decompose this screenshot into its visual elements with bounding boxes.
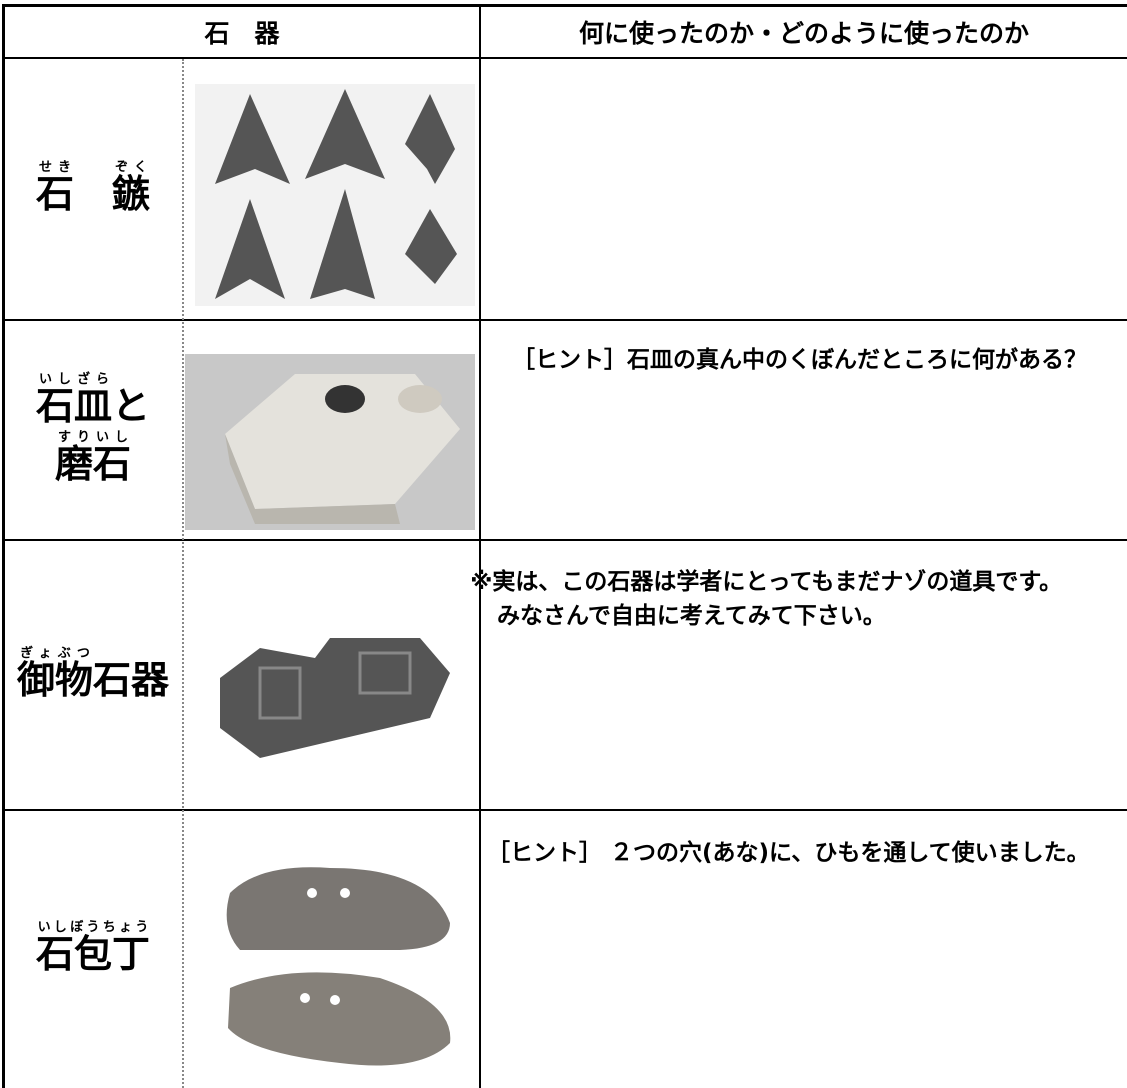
ruby-word: 御物ぎょぶつ [16, 646, 93, 702]
millstone-photo [185, 354, 475, 530]
ruby-word: 石せき [35, 160, 74, 216]
note: みなさんで自由に考えてみて下さい。 [497, 603, 886, 629]
kanji: 鏃 [112, 171, 151, 216]
tool-name: 石皿いしざらと 磨石すりいし [3, 321, 183, 539]
kanji: 石皿 [35, 383, 112, 428]
ruby-word: 石包丁いしぼうちょう [35, 920, 150, 977]
furigana: すりいし [54, 430, 131, 445]
hint: ［ヒント］石皿の真ん中のくぼんだところに何がある？ [512, 347, 1087, 373]
tool-name: 石せき 鏃ぞく [3, 59, 183, 319]
tool-name: 御物ぎょぶつ石器 [3, 541, 183, 809]
kana [74, 172, 112, 216]
border [2, 319, 1127, 321]
kanji: 石包丁 [35, 932, 150, 977]
furigana: いしぼうちょう [35, 920, 150, 936]
border [2, 4, 1127, 7]
furigana: ぎょぶつ [16, 645, 93, 661]
border [2, 57, 1127, 59]
border [479, 4, 481, 1088]
hint: ［ヒント］ ２つの穴(あな)に、ひもを通して使いました。 [487, 840, 1090, 866]
kanji: 御物 [16, 657, 93, 702]
furigana: ぞく [112, 159, 151, 175]
border [2, 4, 5, 1088]
ruby-word: 磨石すりいし [54, 430, 131, 486]
border [2, 809, 1127, 811]
kana: と [112, 383, 151, 428]
name-line: 石包丁いしぼうちょう [36, 920, 150, 979]
name-line: 石皿いしざらと [36, 372, 150, 431]
note: ※実は、この石器は学者にとってもまだナゾの道具です。 [470, 569, 1063, 595]
stone-knife-photo [200, 838, 472, 1082]
furigana: せき [35, 159, 74, 175]
tool-name: 石包丁いしぼうちょう [3, 811, 183, 1088]
header-cell: 石 器 [204, 18, 280, 48]
name-line: 石せき 鏃ぞく [36, 160, 150, 219]
furigana: いしざら [35, 371, 112, 387]
kanji: 磨石 [54, 442, 131, 486]
header-cell: 何に使ったのか・どのように使ったのか [578, 18, 1029, 48]
border [2, 539, 1127, 541]
gyobutsu-photo [200, 568, 472, 790]
name-line: 御物ぎょぶつ石器 [17, 646, 169, 705]
ruby-word: 鏃ぞく [112, 160, 151, 216]
arrowhead-photo [195, 84, 475, 306]
name-line: 磨石すりいし [55, 430, 131, 489]
divider [182, 59, 184, 1088]
kanji: 石 [35, 171, 74, 216]
kana: 石器 [93, 657, 170, 702]
ruby-word: 石皿いしざら [35, 372, 112, 428]
